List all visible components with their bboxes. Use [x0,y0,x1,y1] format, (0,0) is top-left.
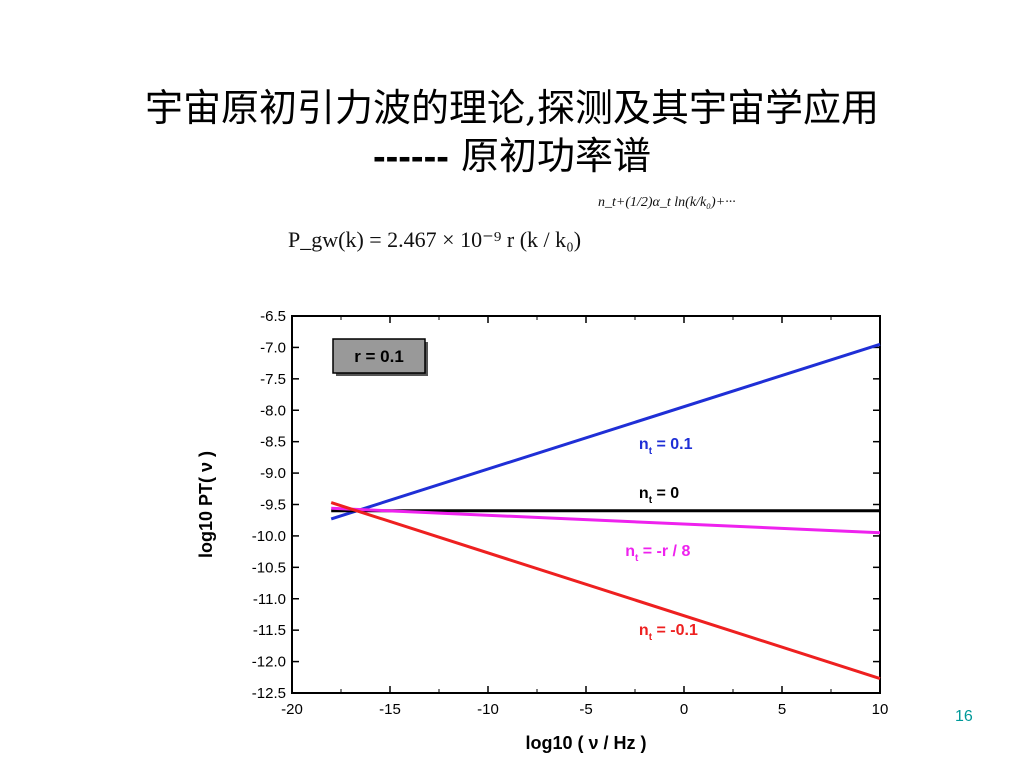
inset-box [332,338,426,374]
y-tick-label: -12.5 [252,685,286,702]
y-tick-label: -8.5 [260,434,286,451]
formula-main: P_gw(k) = 2.467 × 10⁻⁹ r (k / k₀) [288,227,582,252]
y-tick-label: -9.0 [260,465,286,482]
x-tick-label: 5 [778,701,786,718]
formula-exponent: n_t+(1/2)α_t ln(k/k₀)+··· [598,195,736,210]
slide-title: 宇宙原初引力波的理论,探测及其宇宙学应用 ------ 原初功率谱 [0,84,1024,181]
x-tick-label: -10 [477,701,499,718]
x-tick-label: -20 [281,701,303,718]
series-label-sub: t [649,632,653,643]
series-line-0 [330,342,881,521]
y-tick-label: -8.0 [260,402,286,419]
power-spectrum-chart: -20 -15 -10 -5 0 5 10 -6.5 -7.0 -7.5 -8.0 -8.5 -9.0 -… [196,308,889,753]
y-tick-label: -7.5 [260,371,286,388]
series-label-0: nt = 0.1 [639,436,693,457]
title-dash: ------ [372,136,449,178]
plot-frame [291,315,881,694]
series-label-sub: t [649,446,653,457]
series-label-rest: = 0 [652,485,679,502]
page-number: 16 [955,708,973,725]
x-tick-label: 10 [872,701,889,718]
series-label-3: nt = -0.1 [639,622,698,643]
y-tick-label: -10.0 [252,528,286,545]
series-label-base: n [639,622,649,639]
series-label-base: n [625,543,635,560]
series-label-rest: = 0.1 [652,436,693,453]
series-label-1: nt = 0 [639,485,679,506]
y-tick-label: -6.5 [260,308,286,325]
y-tick-label: -7.0 [260,339,286,356]
title-line-2: ------ 原初功率谱 [0,132,1024,181]
y-tick-label: -11.5 [253,622,286,639]
series-line-2 [331,506,881,535]
y-tick-label: -12.0 [252,654,286,671]
x-axis-label: log10 ( ν / Hz ) [525,733,646,753]
inset-label: r = 0.1 [354,347,404,366]
series-line-3 [330,501,881,680]
x-tick-label: -15 [379,701,401,718]
y-axis-label: log10 PT( ν ) [196,451,216,558]
title-line-2-text: 原初功率谱 [461,134,652,178]
y-tick-label: -9.5 [260,497,286,514]
series-label-rest: = -0.1 [652,622,698,639]
series-label-sub: t [649,495,653,506]
y-tick-label: -10.5 [252,559,286,576]
series-label-2: nt = -r / 8 [625,543,690,564]
series-label-base: n [639,485,649,502]
power-spectrum-formula: P_gw(k) = 2.467 × 10⁻⁹ r (k / k₀) n_t+(1… [280,193,780,289]
series-label-rest: = -r / 8 [638,543,690,560]
x-tick-label: -5 [579,701,592,718]
title-line-1: 宇宙原初引力波的理论,探测及其宇宙学应用 [144,86,880,130]
series-label-sub: t [635,553,639,564]
y-tick-label: -11.0 [253,591,286,608]
series-label-base: n [639,436,649,453]
x-tick-label: 0 [680,701,688,718]
